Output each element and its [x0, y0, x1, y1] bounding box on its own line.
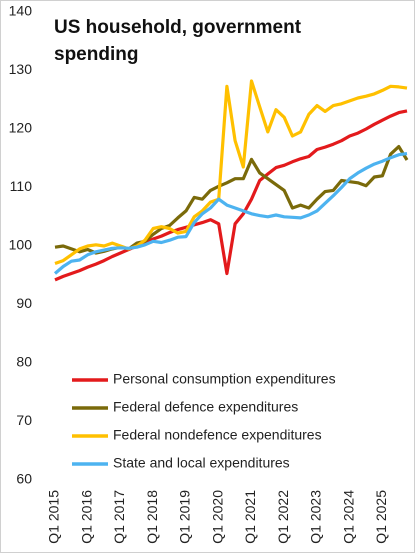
x-tick-label: Q1 2021	[242, 490, 258, 544]
x-tick-label: Q1 2022	[275, 490, 291, 544]
x-tick-label: Q1 2023	[308, 490, 324, 544]
legend-label: State and local expenditures	[113, 455, 290, 471]
y-tick-label: 90	[16, 295, 32, 311]
x-tick-label: Q1 2025	[373, 490, 389, 544]
y-tick-label: 70	[16, 412, 32, 428]
y-tick-label: 120	[9, 120, 33, 136]
y-tick-label: 80	[16, 354, 32, 370]
legend-label: Personal consumption expenditures	[113, 371, 336, 387]
y-tick-label: 100	[9, 237, 33, 253]
series-line	[54, 145, 409, 255]
y-tick-label: 60	[16, 471, 32, 487]
y-tick-label: 130	[9, 61, 33, 77]
x-tick-label: Q1 2024	[340, 490, 356, 544]
legend-label: Federal nondefence expenditures	[113, 427, 322, 443]
series-line	[54, 109, 408, 282]
y-tick-label: 140	[9, 3, 33, 19]
x-tick-label: Q1 2017	[111, 490, 127, 544]
x-tick-label: Q1 2016	[78, 490, 94, 544]
legend-label: Federal defence expenditures	[113, 399, 298, 415]
x-tick-label: Q1 2015	[46, 490, 62, 544]
chart-title: US household, government spending	[54, 17, 302, 65]
x-tick-label: Q1 2019	[177, 490, 193, 544]
x-tick-label: Q1 2020	[209, 490, 225, 544]
series-line	[53, 152, 408, 275]
x-tick-label: Q1 2018	[144, 490, 160, 544]
series-line	[54, 79, 408, 266]
y-tick-label: 110	[10, 178, 33, 194]
